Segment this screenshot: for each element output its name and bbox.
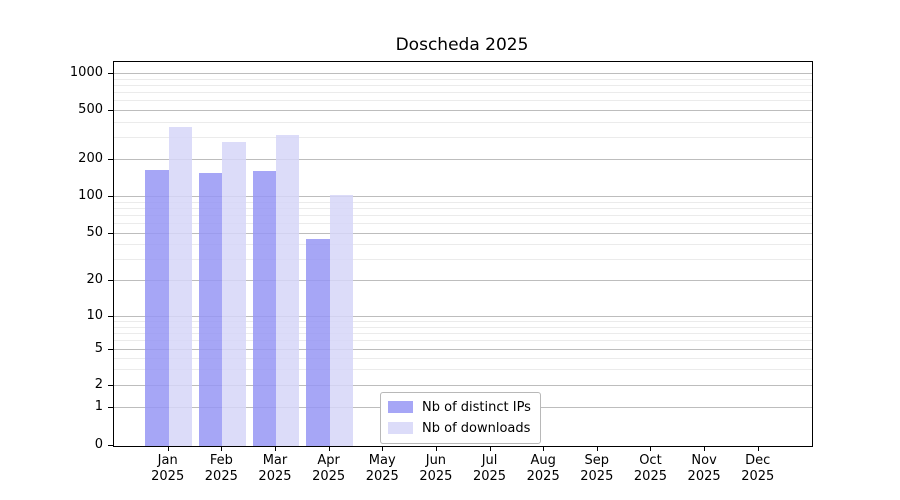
minor-gridline xyxy=(114,215,812,217)
x-tick-mark xyxy=(274,446,276,451)
minor-gridline xyxy=(114,78,812,80)
y-tick-mark xyxy=(108,406,113,408)
x-tick-mark xyxy=(596,446,598,451)
bar-downloads-jan xyxy=(168,127,192,446)
chart-title: Doscheda 2025 xyxy=(395,35,529,55)
minor-gridline xyxy=(114,100,812,102)
x-tick-label-feb: Feb 2025 xyxy=(204,453,238,484)
x-tick-mark xyxy=(221,446,223,451)
legend-item-distinct-ips: Nb of distinct IPs xyxy=(388,398,531,416)
y-tick-label: 2 xyxy=(94,376,103,392)
bar-distinct-ips-mar xyxy=(252,170,276,446)
y-tick-mark xyxy=(108,445,113,446)
legend-swatch-downloads xyxy=(388,422,413,434)
x-tick-label-jun: Jun 2025 xyxy=(419,453,453,484)
plot-area: Nb of distinct IPs Nb of downloads xyxy=(113,61,813,447)
bar-distinct-ips-feb xyxy=(199,172,223,446)
minor-gridline xyxy=(114,137,812,139)
x-tick-label-aug: Aug 2025 xyxy=(526,453,560,484)
y-tick-mark xyxy=(108,279,113,281)
bar-distinct-ips-jan xyxy=(145,169,169,446)
legend-item-downloads: Nb of downloads xyxy=(388,419,531,437)
minor-gridline xyxy=(114,207,812,209)
y-tick-mark xyxy=(108,158,113,160)
y-tick-label: 50 xyxy=(86,224,103,240)
major-gridline xyxy=(114,316,812,318)
x-tick-mark xyxy=(543,446,545,451)
x-tick-label-jul: Jul 2025 xyxy=(472,453,507,484)
minor-gridline xyxy=(114,92,812,94)
y-tick-label: 1000 xyxy=(69,64,103,80)
x-tick-label-jan: Jan 2025 xyxy=(151,453,185,484)
major-gridline xyxy=(114,196,812,198)
bar-distinct-ips-apr xyxy=(306,239,330,446)
major-gridline xyxy=(114,349,812,350)
y-tick-mark xyxy=(108,349,113,350)
y-tick-label: 200 xyxy=(78,150,103,166)
minor-gridline xyxy=(114,357,812,359)
x-tick-label-oct: Oct 2025 xyxy=(633,453,667,484)
major-gridline xyxy=(114,233,812,234)
y-tick-label: 10 xyxy=(86,308,103,323)
x-tick-mark xyxy=(757,446,759,451)
major-gridline xyxy=(114,72,812,74)
major-gridline xyxy=(114,159,812,160)
y-tick-mark xyxy=(108,232,113,234)
y-tick-mark xyxy=(108,316,113,317)
y-tick-mark xyxy=(108,72,113,74)
bar-downloads-apr xyxy=(329,195,353,446)
minor-gridline xyxy=(114,321,812,323)
x-tick-mark xyxy=(704,446,706,451)
y-tick-label: 500 xyxy=(78,101,103,117)
y-tick-mark xyxy=(108,109,113,111)
minor-gridline xyxy=(114,223,812,225)
x-tick-label-dec: Dec 2025 xyxy=(741,453,775,484)
legend-swatch-distinct-ips xyxy=(388,401,413,413)
major-gridline xyxy=(114,110,812,111)
bar-downloads-feb xyxy=(222,142,246,446)
x-tick-label-nov: Nov 2025 xyxy=(687,453,721,484)
y-tick-label: 1 xyxy=(94,398,103,414)
minor-gridline xyxy=(114,201,812,203)
x-tick-label-mar: Mar 2025 xyxy=(258,453,292,484)
major-gridline xyxy=(114,280,812,281)
minor-gridline xyxy=(114,340,812,342)
minor-gridline xyxy=(114,369,812,371)
y-tick-label: 100 xyxy=(78,188,103,203)
x-tick-label-sep: Sep 2025 xyxy=(580,453,614,484)
legend-label-distinct-ips: Nb of distinct IPs xyxy=(422,399,531,415)
x-tick-mark xyxy=(382,446,384,451)
x-tick-mark xyxy=(328,446,330,451)
x-tick-mark xyxy=(489,446,491,451)
x-tick-label-apr: Apr 2025 xyxy=(312,453,346,484)
legend-label-downloads: Nb of downloads xyxy=(422,420,531,436)
major-gridline xyxy=(114,384,812,386)
minor-gridline xyxy=(114,326,812,328)
minor-gridline xyxy=(114,333,812,334)
x-tick-label-may: May 2025 xyxy=(365,453,399,484)
y-tick-label: 0 xyxy=(94,437,103,452)
y-tick-label: 20 xyxy=(86,271,103,287)
y-tick-label: 5 xyxy=(94,341,103,356)
x-tick-mark xyxy=(650,446,652,451)
minor-gridline xyxy=(114,259,812,261)
minor-gridline xyxy=(114,244,812,246)
y-tick-mark xyxy=(108,196,113,197)
minor-gridline xyxy=(114,84,812,86)
x-tick-mark xyxy=(167,446,169,451)
x-tick-mark xyxy=(435,446,437,451)
bar-downloads-mar xyxy=(275,134,300,446)
y-tick-mark xyxy=(108,384,113,386)
legend: Nb of distinct IPs Nb of downloads xyxy=(380,392,541,444)
minor-gridline xyxy=(114,121,812,123)
